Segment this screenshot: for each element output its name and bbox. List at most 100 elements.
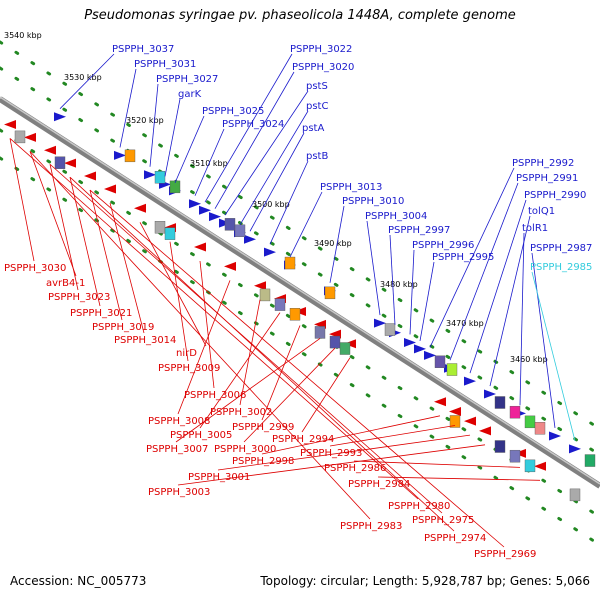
forward-block-1	[154, 170, 166, 184]
reverse-label-leader	[9, 138, 419, 500]
reverse-gene-3	[64, 158, 76, 168]
reverse-label-leader	[29, 151, 371, 520]
reverse-gene-4	[84, 171, 96, 181]
forward-gene-7	[209, 212, 221, 222]
forward-gene-label: PSPPH_3010	[342, 196, 404, 207]
forward-gene-label: pstB	[306, 151, 328, 162]
forward-label-leader	[409, 249, 415, 335]
reverse-label-leader	[353, 460, 521, 468]
forward-gene-label: PSPPH_3013	[320, 182, 382, 193]
reverse-gene-17	[449, 406, 461, 416]
reverse-gene-label: PSPPH_2994	[272, 434, 334, 445]
reverse-gene-1	[24, 132, 36, 142]
reverse-gene-label: PSPPH_3003	[148, 487, 210, 498]
forward-block-3	[224, 218, 236, 231]
reverse-label-leader	[377, 476, 541, 481]
forward-gene-18	[424, 350, 436, 360]
forward-label-leader	[289, 191, 323, 258]
scale-tick-label: 3460 kbp	[510, 355, 548, 364]
forward-label-leader	[239, 110, 309, 226]
forward-label-leader	[59, 53, 115, 109]
forward-block-6	[434, 355, 446, 368]
reverse-label-leader	[329, 425, 456, 447]
forward-block-7	[446, 363, 458, 376]
reverse-gene-label: PSPPH_3002	[210, 407, 272, 418]
forward-gene-14	[374, 318, 386, 328]
forward-gene-label: pstS	[306, 81, 328, 92]
forward-label-leader	[449, 182, 519, 361]
reverse-gene-10	[254, 281, 266, 291]
forward-gene-label: PSPPH_3031	[134, 59, 196, 70]
reverse-gene-label: PSPPH_3014	[114, 335, 176, 346]
reverse-gene-label: PSPPH_3001	[188, 472, 250, 483]
genome-backbone	[0, 96, 600, 489]
forward-block-4	[234, 224, 246, 238]
forward-gene-10	[244, 234, 256, 244]
forward-gene-label: PSPPH_3024	[222, 119, 284, 130]
reverse-gene-label: PSPPH_3019	[92, 322, 154, 333]
forward-gene-0	[54, 112, 66, 122]
forward-gene-label: PSPPH_2991	[516, 173, 578, 184]
forward-label-leader	[329, 205, 345, 283]
forward-gene-label: pstA	[302, 123, 324, 134]
reverse-block-7	[314, 326, 326, 339]
reverse-label-leader	[9, 138, 35, 262]
reverse-gene-label: PSPPH_2975	[412, 515, 474, 526]
reverse-gene-5	[104, 184, 116, 194]
forward-block-9	[509, 405, 521, 419]
reverse-label-leader	[199, 312, 281, 429]
reverse-block-6	[289, 308, 301, 321]
forward-label-leader	[194, 128, 225, 196]
forward-gene-1	[114, 150, 126, 160]
forward-gene-label: PSPPH_3020	[292, 62, 354, 73]
forward-label-leader	[489, 215, 531, 387]
forward-block-14	[384, 323, 396, 336]
reverse-gene-19	[479, 426, 491, 436]
reverse-gene-label: PSPPH_2974	[424, 533, 486, 544]
forward-gene-label: tolQ1	[528, 206, 555, 217]
map-title: Pseudomonas syringae pv. phaseolicola 14…	[84, 8, 516, 23]
forward-label-leader	[469, 199, 527, 374]
reverse-block-1	[54, 156, 66, 169]
reverse-block-12	[509, 449, 521, 463]
reverse-label-leader	[261, 415, 441, 455]
forward-gene-label: PSPPH_3022	[290, 44, 352, 55]
reverse-label-leader	[69, 177, 101, 307]
forward-block-0	[124, 149, 136, 163]
reverse-block-11	[494, 440, 506, 453]
forward-block-12	[584, 454, 596, 467]
forward-gene-label: PSPPH_2992	[512, 158, 574, 169]
forward-label-leader	[164, 98, 181, 177]
forward-gene-5	[189, 199, 201, 209]
reverse-gene-label: PSPPH_3005	[170, 430, 232, 441]
forward-label-leader	[249, 132, 305, 232]
reverse-label-leader	[177, 444, 486, 486]
reverse-gene-label: PSPPH_3000	[214, 444, 276, 455]
forward-gene-6	[199, 205, 211, 215]
forward-label-leader	[214, 71, 295, 209]
reverse-block-5	[274, 298, 286, 311]
reverse-gene-6	[134, 203, 146, 213]
reverse-gene-label: PSPPH_2980	[388, 501, 450, 512]
reverse-label-leader	[301, 357, 351, 433]
reverse-gene-8	[194, 242, 206, 252]
forward-label-leader	[149, 83, 159, 167]
forward-gene-label: PSPPH_3027	[156, 74, 218, 85]
forward-gene-21	[484, 389, 496, 399]
scale-tick-label: 3540 kbp	[4, 31, 42, 40]
reverse-block-2	[154, 220, 166, 234]
reverse-block-9	[339, 342, 351, 355]
forward-gene-2	[144, 170, 156, 180]
scale-tick-label: 3520 kbp	[126, 116, 164, 125]
reverse-gene-label: PSPPH_2998	[232, 456, 294, 467]
reverse-gene-label: PSPPH_3030	[4, 263, 66, 274]
forward-gene-label: pstC	[306, 101, 328, 112]
forward-label-leader	[429, 167, 515, 348]
reverse-gene-21	[534, 461, 546, 471]
forward-gene-label: tolR1	[522, 223, 548, 234]
reverse-gene-2	[44, 145, 56, 155]
forward-label-leader	[519, 232, 525, 406]
reverse-gene-label: PSPPH_2984	[348, 479, 410, 490]
reverse-label-leader	[49, 164, 79, 291]
